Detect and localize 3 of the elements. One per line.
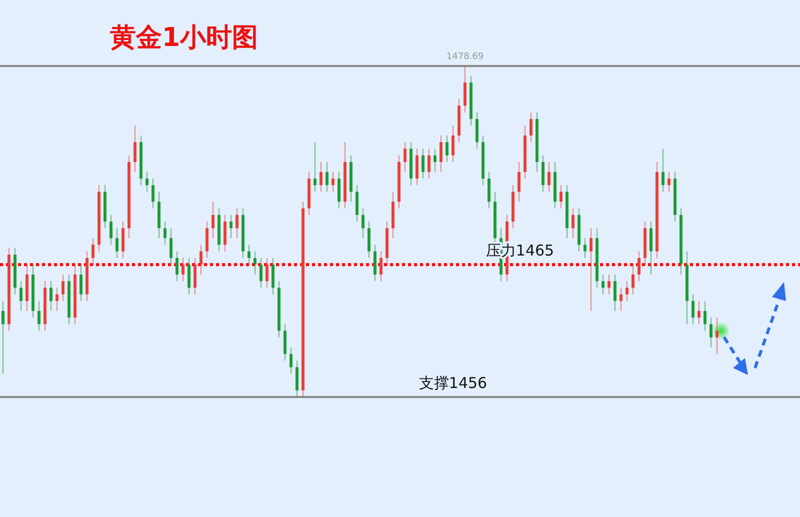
ref-line-label: 支撑1456 [418, 374, 488, 392]
annotation: 1478.69 [446, 52, 484, 62]
chart-title: 黄金1小时图 [109, 23, 258, 53]
